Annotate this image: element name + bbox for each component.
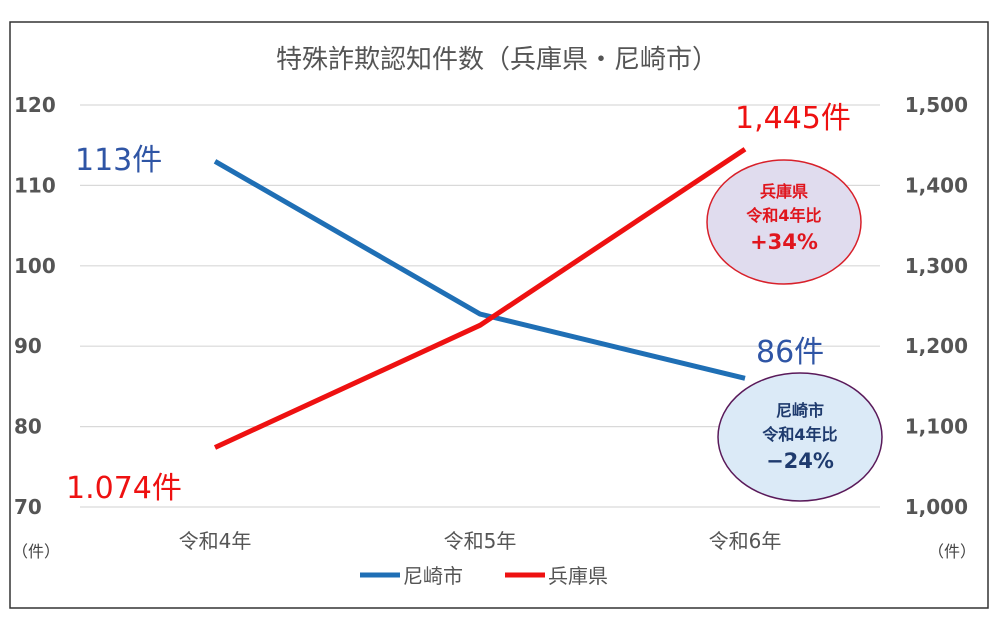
left-tick-label: 90 <box>14 334 42 358</box>
hyogo-bubble-text: 兵庫県 <box>760 182 808 201</box>
amagasaki-bubble-text: 尼崎市 <box>776 401 824 420</box>
amagasaki-bubble-text: −24% <box>766 449 834 473</box>
left-tick-label: 80 <box>14 415 42 439</box>
left-tick-label: 120 <box>14 93 56 117</box>
right-tick-label: 1,200 <box>905 334 968 358</box>
label-amagasaki-end: 86件 <box>756 335 824 370</box>
hyogo-bubble <box>706 159 862 285</box>
left-tick-label: 110 <box>14 173 56 197</box>
x-tick-label: 令和6年 <box>709 529 782 553</box>
left-axis-unit: （件） <box>12 542 60 561</box>
legend-label: 尼崎市 <box>403 564 463 588</box>
label-amagasaki-start: 113件 <box>75 143 162 178</box>
hyogo-bubble-text: +34% <box>750 230 818 254</box>
label-hyogo-end: 1,445件 <box>735 101 851 136</box>
amagasaki-bubble-text: 令和4年比 <box>761 425 837 444</box>
x-tick-label: 令和5年 <box>444 529 517 553</box>
right-tick-label: 1,100 <box>905 415 968 439</box>
x-tick-label: 令和4年 <box>179 529 252 553</box>
left-tick-label: 100 <box>14 254 56 278</box>
left-tick-label: 70 <box>14 495 42 519</box>
chart-title: 特殊詐欺認知件数（兵庫県・尼崎市） <box>276 45 718 75</box>
right-tick-label: 1,300 <box>905 254 968 278</box>
hyogo-bubble-text: 令和4年比 <box>745 206 821 225</box>
legend-label: 兵庫県 <box>548 564 608 588</box>
right-tick-label: 1,500 <box>905 93 968 117</box>
right-axis-unit: （件） <box>928 542 976 561</box>
right-tick-label: 1,000 <box>905 495 968 519</box>
amagasaki-bubble <box>717 372 883 502</box>
label-hyogo-start: 1.074件 <box>66 471 182 506</box>
right-tick-label: 1,400 <box>905 173 968 197</box>
